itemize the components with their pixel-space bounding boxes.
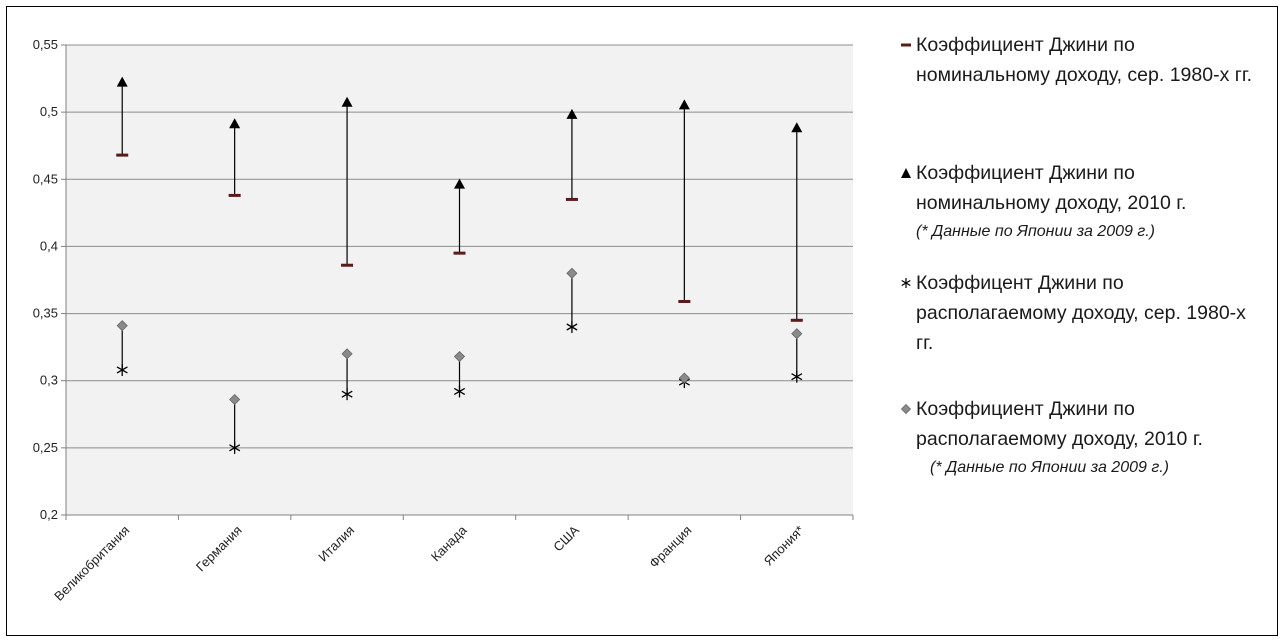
axes — [61, 44, 854, 520]
disposable-2010-point — [116, 320, 128, 332]
y-tick-label: 0,5 — [40, 104, 58, 119]
nominal-2010-point — [341, 96, 353, 107]
nominal-2010-point — [116, 76, 128, 87]
disposable-1980s-point — [453, 385, 466, 398]
nominal-1980s-point — [790, 318, 803, 322]
disposable-1980s-point — [341, 388, 353, 401]
nominal-1980s-point — [453, 251, 466, 255]
x-tick-label: Япония* — [761, 523, 807, 569]
nominal-2010-point — [454, 178, 465, 189]
asterisk-marker-icon — [900, 268, 912, 298]
y-tick-label: 0,3 — [40, 373, 58, 388]
y-tick-label: 0,55 — [33, 37, 58, 52]
nominal-1980s-point — [116, 153, 129, 157]
legend-label: Коэффициент Джини по располагаемому дохо… — [916, 398, 1203, 450]
legend-note: (* Данные по Японии за 2009 г.) — [916, 223, 1155, 240]
legend-label: Коэффицент Джини по располагаемому доход… — [916, 272, 1246, 354]
y-tick-label: 0,35 — [33, 306, 58, 321]
nominal-1980s-point — [341, 263, 354, 267]
disposable-2010-point — [566, 267, 578, 279]
disposable-2010-point — [791, 328, 803, 340]
nominal-1980s-point — [678, 299, 691, 303]
gridlines — [66, 44, 853, 449]
y-tick-label: 0,25 — [33, 440, 58, 455]
legend-note: (* Данные по Японии за 2009 г.) — [930, 459, 1169, 476]
nominal-2010-point — [791, 122, 803, 133]
nominal-1980s-point — [565, 197, 578, 201]
dash-marker-icon — [900, 30, 912, 60]
x-tick-label: Канада — [428, 522, 470, 564]
x-tick-label: Германия — [193, 523, 245, 575]
plot-area — [66, 45, 853, 515]
nominal-2010-point — [678, 99, 690, 110]
x-tick-label: США — [550, 522, 582, 554]
triangle-marker-icon — [900, 158, 912, 188]
disposable-1980s-point — [566, 321, 578, 333]
nominal-1980s-point — [228, 193, 241, 197]
disposable-2010-point — [453, 350, 466, 363]
x-tick-label: Италия — [315, 523, 357, 565]
x-tick-label: Франция — [646, 523, 694, 571]
nominal-2010-point — [229, 118, 241, 129]
disposable-1980s-point — [791, 370, 803, 383]
x-tick-label: Великобритания — [51, 523, 132, 604]
data-marks — [116, 76, 803, 454]
legend-label: Коэффициент Джини по номинальному доходу… — [916, 34, 1253, 86]
disposable-2010-point — [229, 393, 241, 406]
diamond-marker-icon — [900, 394, 912, 424]
disposable-2010-point — [678, 372, 690, 384]
y-tick-label: 0,45 — [33, 171, 58, 186]
nominal-2010-point — [566, 108, 578, 119]
range-lines — [121, 82, 798, 448]
y-tick-label: 0,2 — [40, 507, 58, 522]
y-tick-label: 0,4 — [40, 238, 58, 253]
disposable-2010-point — [341, 348, 353, 360]
disposable-1980s-point — [116, 363, 128, 376]
y-axis-ticks: 0,2 0,25 0,3 0,35 0,4 0,45 0,5 0,55 — [33, 37, 58, 522]
legend-label: Коэффициент Джини по номинальному доходу… — [916, 162, 1187, 214]
x-axis-ticks: Великобритания Германия Италия Канада США Фра… — [51, 522, 807, 604]
disposable-1980s-point — [229, 441, 241, 454]
